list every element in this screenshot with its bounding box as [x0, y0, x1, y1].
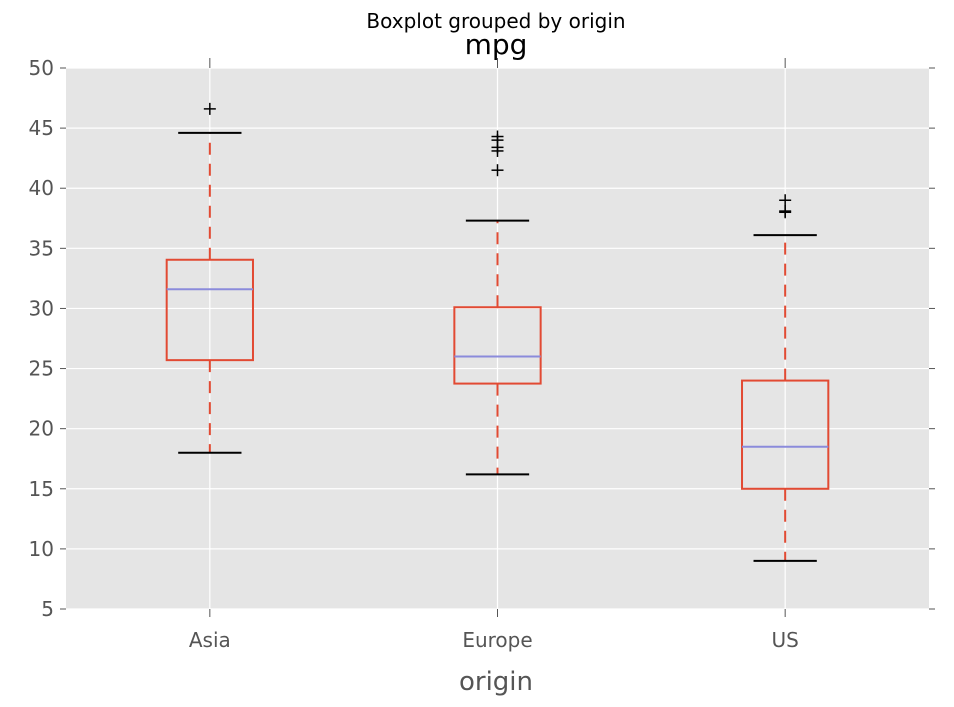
iqr-box	[741, 379, 830, 490]
y-tick-label: 50	[29, 56, 54, 80]
outlier-marker	[203, 102, 216, 115]
x-tick-label: Asia	[189, 628, 231, 652]
box-us	[741, 194, 830, 562]
x-tick-label: US	[771, 628, 798, 652]
y-tick-label: 20	[29, 417, 54, 441]
outlier-marker	[779, 194, 792, 207]
y-tick-label: 30	[29, 296, 54, 320]
y-tick-label: 10	[29, 537, 54, 561]
y-tick-label: 45	[29, 116, 54, 140]
y-tick-label: 5	[41, 597, 54, 621]
x-tick-label: Europe	[462, 628, 532, 652]
y-tick-label: 35	[29, 236, 54, 260]
box-europe	[453, 130, 542, 476]
outlier-marker	[779, 205, 792, 218]
iqr-box	[453, 306, 542, 385]
y-tick-label: 40	[29, 176, 54, 200]
y-tick-label: 15	[29, 477, 54, 501]
outlier-marker	[491, 164, 504, 177]
box-series	[165, 102, 830, 562]
box-asia	[165, 102, 254, 454]
chart-title: mpg	[465, 28, 528, 61]
outlier-marker	[491, 130, 504, 143]
x-axis-label: origin	[459, 667, 533, 697]
iqr-box	[165, 258, 254, 362]
chart-suptitle: Boxplot grouped by origin	[366, 9, 625, 33]
y-tick-label: 25	[29, 357, 54, 381]
axis-ticks: 5 10 15 20 25 30 35 40 45 50 Asia Europe US	[29, 56, 935, 652]
